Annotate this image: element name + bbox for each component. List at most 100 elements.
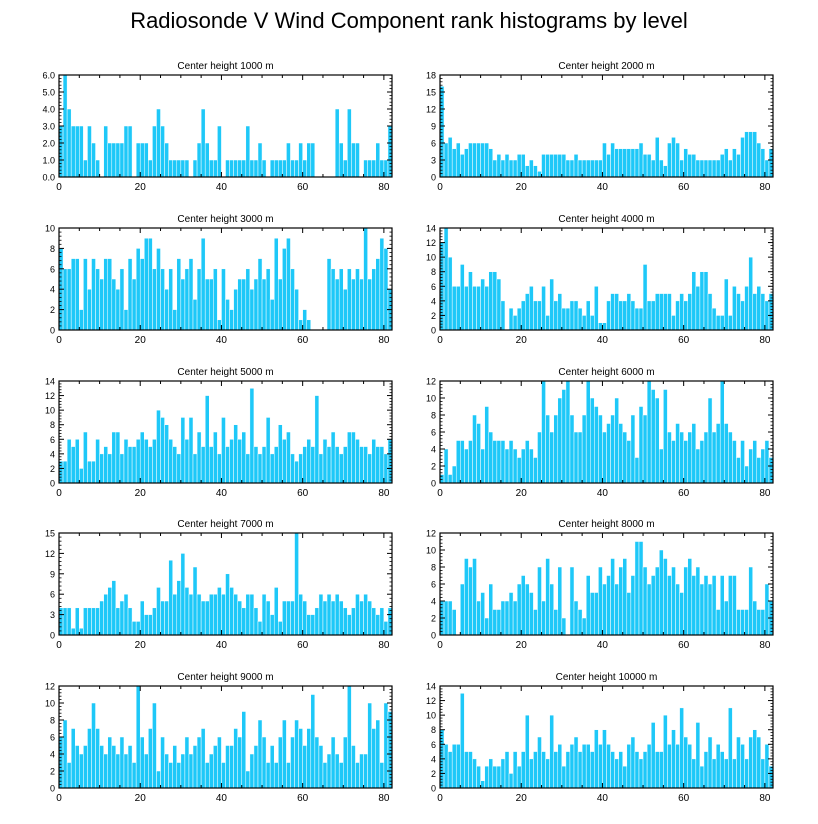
bar [561, 617, 567, 636]
bar [241, 159, 247, 178]
bar [330, 600, 336, 636]
bar [343, 736, 348, 789]
bar [590, 397, 595, 484]
x-tick-label: 0 [437, 793, 443, 804]
bar [541, 751, 546, 789]
bar [748, 736, 753, 789]
y-tick-label: 6 [50, 590, 55, 600]
bar [581, 159, 587, 178]
bar [375, 719, 381, 789]
bar [99, 278, 104, 331]
bar [269, 159, 275, 178]
bar [160, 268, 165, 331]
bar [545, 315, 550, 331]
bar [516, 154, 522, 178]
bar [148, 728, 153, 789]
x-tick-label: 0 [56, 793, 62, 804]
bar [707, 293, 713, 331]
bar [719, 380, 725, 484]
bar [581, 315, 587, 331]
bar [322, 762, 328, 789]
bar [200, 728, 206, 789]
bar [610, 293, 615, 331]
bar [488, 758, 494, 789]
bar [225, 573, 230, 636]
bar [533, 457, 538, 484]
bar [302, 309, 307, 331]
bar [744, 131, 749, 178]
histogram-panel-8: Center height 8000 m 0 20 40 60 80 0 2 4 6 8 10 12 [426, 519, 774, 651]
bar [500, 159, 506, 178]
bar [520, 575, 526, 636]
bar [160, 125, 165, 178]
bar [99, 600, 104, 636]
bar [715, 315, 721, 331]
x-tick-label: 40 [216, 335, 228, 346]
bar [343, 607, 348, 636]
bar [91, 142, 96, 178]
bar [598, 744, 603, 789]
bar [760, 448, 766, 484]
bar [273, 762, 279, 789]
bar [318, 593, 324, 636]
bar [695, 286, 701, 331]
bar [115, 753, 121, 789]
bar [594, 592, 599, 636]
bar [472, 286, 477, 331]
bar [679, 592, 684, 636]
bar [504, 751, 510, 789]
bar [537, 431, 542, 484]
bar [541, 154, 546, 178]
bar [286, 237, 291, 331]
bar [261, 736, 267, 789]
bar [62, 607, 68, 636]
bar [496, 278, 502, 331]
bar [537, 171, 542, 178]
bar [209, 278, 214, 331]
bar [139, 142, 145, 178]
bar [192, 299, 198, 331]
bar [265, 762, 271, 789]
bar [233, 728, 238, 789]
y-tick-label: 4 [50, 750, 55, 760]
bar [525, 165, 530, 178]
bar [79, 468, 84, 484]
bar [367, 600, 372, 636]
bar [768, 457, 774, 484]
plot-frame [58, 532, 393, 636]
bar [355, 268, 360, 331]
bar [451, 609, 457, 636]
bar [480, 592, 485, 636]
bar [273, 587, 279, 636]
bar [196, 431, 202, 484]
bar [87, 125, 92, 178]
y-tick-label: 15 [45, 529, 55, 539]
bar [488, 431, 494, 484]
bar [172, 745, 178, 789]
bar [302, 446, 307, 484]
bar [756, 142, 762, 178]
bar [451, 148, 457, 178]
x-tick-label: 0 [437, 488, 443, 499]
bar [334, 593, 340, 636]
bar [62, 268, 68, 331]
histogram-panel-1: Center height 1000 m 0 20 40 60 80 0.0 1.0 2.0 3.… [42, 61, 393, 193]
bar [654, 751, 660, 789]
bar [500, 758, 506, 789]
bar [338, 600, 344, 636]
bar [237, 159, 242, 178]
bar [249, 388, 255, 484]
bar [451, 465, 457, 484]
x-tick-label: 60 [678, 335, 690, 346]
panel-title: Center height 4000 m [558, 214, 654, 225]
bar [671, 137, 676, 178]
bar [447, 600, 453, 636]
bar [488, 148, 494, 178]
bar [294, 532, 299, 636]
bar [387, 439, 393, 484]
bar [282, 159, 287, 178]
y-tick-label: 8 [431, 411, 436, 421]
bar [760, 293, 766, 331]
bar [233, 288, 238, 331]
bar [326, 753, 332, 789]
